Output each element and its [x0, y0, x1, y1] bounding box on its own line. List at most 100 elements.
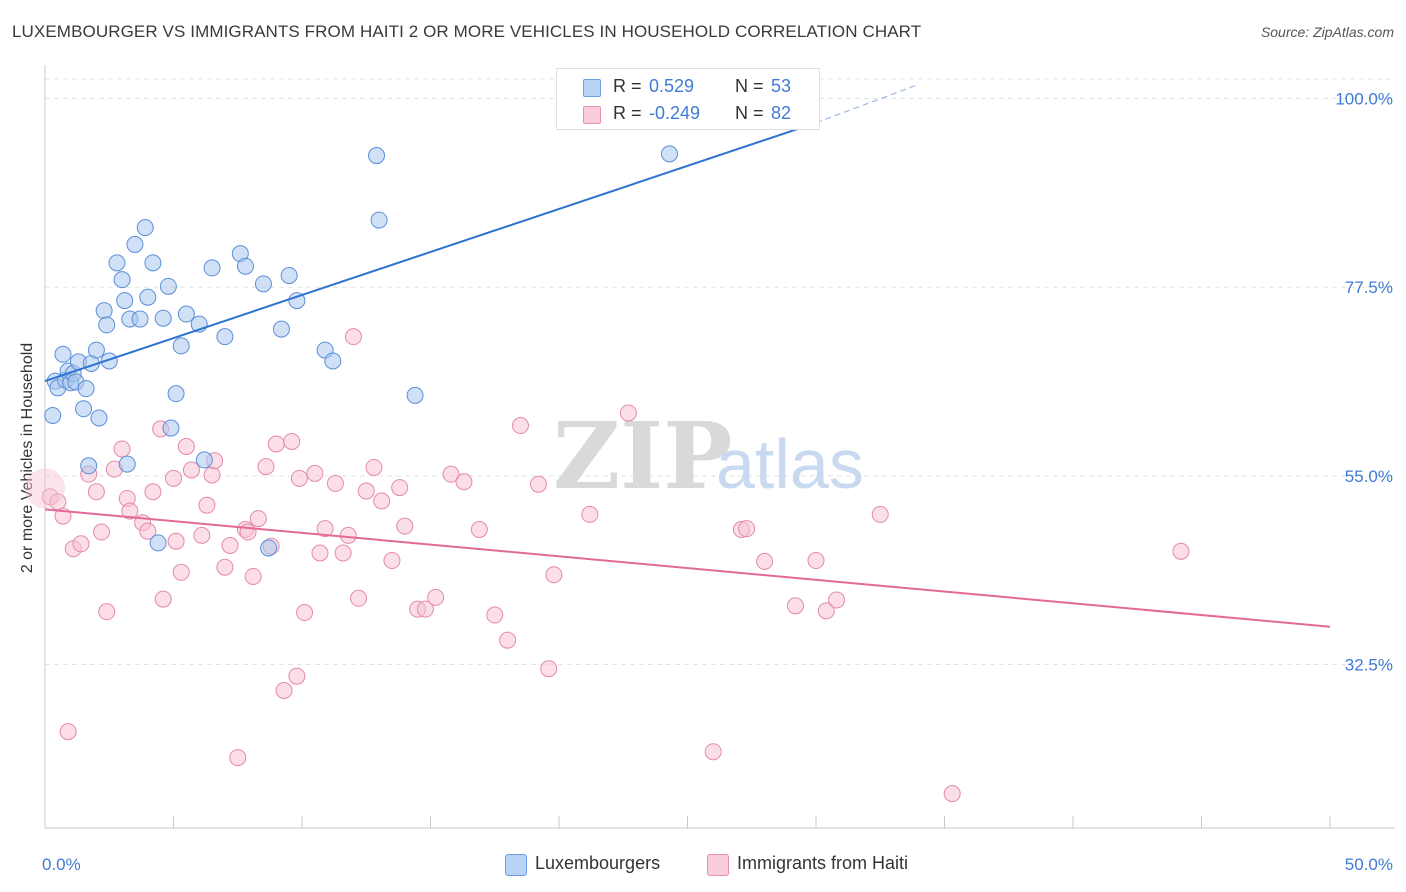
- data-point-haiti: [326, 474, 344, 492]
- trend-line-luxembourgers-extension: [815, 83, 920, 124]
- data-point-luxembourgers: [100, 352, 118, 370]
- n-value: 53: [771, 76, 792, 96]
- data-point-haiti: [198, 496, 216, 514]
- data-point-luxembourgers: [95, 302, 113, 320]
- stats-row-haiti: R = -0.249 N = 82: [557, 100, 819, 128]
- data-point-luxembourgers: [406, 386, 424, 404]
- data-point-haiti: [339, 526, 357, 544]
- data-point-haiti: [257, 458, 275, 476]
- data-point-luxembourgers: [172, 337, 190, 355]
- data-point-haiti: [786, 597, 804, 615]
- data-point-luxembourgers: [116, 292, 134, 310]
- data-point-haiti: [203, 466, 221, 484]
- n-value: 82: [771, 103, 792, 123]
- x-tick-label: 0.0%: [42, 855, 81, 874]
- legend-swatch-pink: [583, 106, 601, 124]
- data-point-haiti: [427, 588, 445, 606]
- data-point-haiti: [442, 465, 460, 483]
- data-point-haiti: [121, 502, 139, 520]
- data-point-haiti: [455, 473, 473, 491]
- legend-swatch-blue: [583, 79, 601, 97]
- data-point-haiti: [167, 532, 185, 550]
- data-point-luxembourgers: [154, 309, 172, 327]
- n-label: N =: [735, 103, 764, 123]
- r-value: -0.249: [649, 103, 701, 123]
- x-tick-label: 50.0%: [1345, 855, 1393, 874]
- data-point-haiti: [756, 552, 774, 570]
- trend-lines: [44, 83, 1331, 628]
- data-point-haiti: [344, 328, 362, 346]
- series-legend: Luxembourgers Immigrants from Haiti: [0, 852, 1406, 878]
- data-point-haiti: [738, 520, 756, 538]
- data-point-haiti: [529, 475, 547, 493]
- data-point-haiti: [267, 435, 285, 453]
- data-point-haiti: [172, 563, 190, 581]
- data-point-haiti: [139, 522, 157, 540]
- data-point-haiti: [113, 440, 131, 458]
- data-point-haiti: [807, 552, 825, 570]
- tick-labels: 32.5% 55.0% 77.5% 100.0% 0.0% 50.0%: [42, 90, 1393, 874]
- data-point-luxembourgers: [136, 219, 154, 237]
- data-point-luxembourgers: [80, 457, 98, 475]
- n-label: N =: [735, 76, 764, 96]
- data-point-haiti: [165, 469, 182, 487]
- data-point-haiti: [357, 482, 375, 500]
- legend-swatch-blue: [505, 854, 527, 876]
- data-point-haiti: [229, 749, 247, 767]
- trend-line-haiti: [44, 508, 1331, 628]
- data-point-luxembourgers: [54, 345, 72, 363]
- data-point-haiti: [93, 523, 111, 541]
- chart-title: LUXEMBOURGER VS IMMIGRANTS FROM HAITI 2 …: [12, 22, 922, 41]
- data-point-haiti: [540, 660, 558, 678]
- r-label: R =: [613, 103, 642, 123]
- watermark-atlas: atlas: [716, 425, 864, 503]
- data-point-haiti: [98, 603, 116, 621]
- data-point-haiti: [154, 590, 172, 608]
- data-point-haiti: [334, 544, 352, 562]
- data-point-haiti: [288, 667, 306, 685]
- watermark: ZIP atlas: [553, 402, 864, 510]
- r-label: R =: [613, 76, 642, 96]
- data-point-haiti: [283, 432, 301, 450]
- data-point-luxembourgers: [118, 455, 136, 473]
- data-point-luxembourgers: [87, 341, 105, 359]
- data-point-luxembourgers: [195, 451, 213, 469]
- data-point-haiti: [470, 521, 488, 539]
- data-point-luxembourgers: [177, 305, 195, 323]
- legend-label: Immigrants from Haiti: [737, 853, 909, 873]
- data-point-haiti: [59, 723, 77, 741]
- data-point-haiti: [704, 743, 722, 761]
- watermark-zip: ZIP: [553, 402, 732, 510]
- data-point-haiti: [416, 600, 434, 618]
- data-point-luxembourgers: [113, 271, 131, 289]
- data-point-luxembourgers: [203, 259, 221, 277]
- data-point-luxembourgers: [98, 316, 116, 334]
- data-point-luxembourgers: [272, 320, 290, 338]
- data-point-luxembourgers: [139, 288, 157, 306]
- data-point-haiti: [391, 479, 409, 497]
- y-tick-label: 100.0%: [1335, 90, 1393, 109]
- data-point-haiti: [182, 461, 200, 479]
- data-point-haiti: [221, 536, 239, 554]
- data-point-haiti: [817, 602, 835, 620]
- data-point-luxembourgers: [90, 409, 108, 427]
- data-point-luxembourgers: [126, 235, 144, 253]
- data-point-haiti: [177, 438, 195, 455]
- data-point-luxembourgers: [324, 352, 342, 370]
- legend-label: Luxembourgers: [535, 853, 661, 873]
- data-point-luxembourgers: [144, 254, 162, 272]
- data-point-luxembourgers: [288, 292, 306, 310]
- data-point-haiti: [943, 785, 961, 803]
- data-point-luxembourgers: [370, 211, 388, 229]
- data-point-haiti: [311, 544, 329, 562]
- series-haiti-points: [25, 328, 1190, 803]
- data-point-luxembourgers: [108, 254, 126, 272]
- source-credit: Source: ZipAtlas.com: [1260, 24, 1394, 40]
- data-point-luxembourgers: [661, 145, 679, 163]
- data-point-luxembourgers: [280, 266, 298, 284]
- data-point-haiti: [511, 417, 529, 435]
- data-point-luxembourgers: [167, 385, 185, 403]
- trend-line-luxembourgers: [44, 121, 817, 383]
- data-point-haiti: [486, 606, 504, 624]
